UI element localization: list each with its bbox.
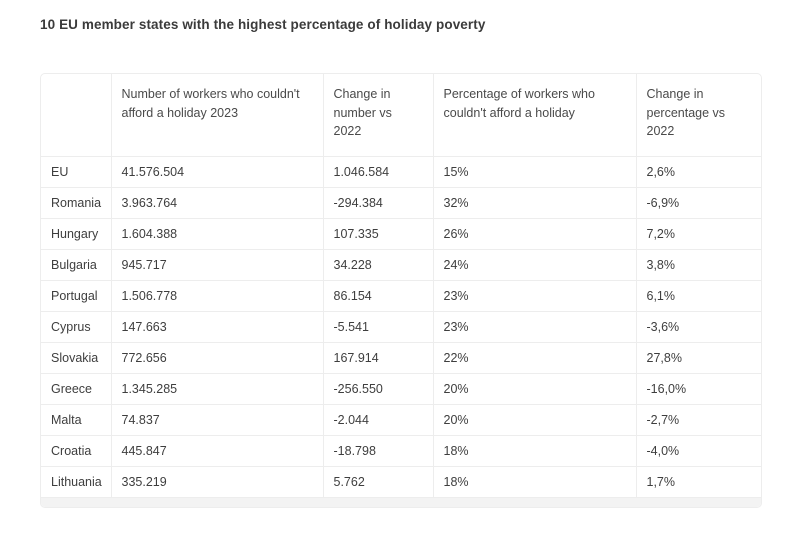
table-cell: -2.044 [323,404,434,436]
row-label-cell: Cyprus [41,311,112,343]
table-row: Croatia 445.847 -18.798 18% -4,0% [41,435,761,467]
table-cell: 1.604.388 [111,218,324,250]
table-cell: -6,9% [636,187,761,219]
table-cell: 15% [433,156,637,188]
table-header-row: Number of workers who couldn't afford a … [41,74,761,157]
holiday-poverty-table: Number of workers who couldn't afford a … [41,74,761,498]
table-header: Number of workers who couldn't afford a … [41,74,761,157]
column-header: Percentage of workers who couldn't affor… [433,74,637,157]
row-label-cell: Hungary [41,218,112,250]
table-row: Malta 74.837 -2.044 20% -2,7% [41,404,761,436]
table-cell: 74.837 [111,404,324,436]
table-cell: -294.384 [323,187,434,219]
table-cell: 7,2% [636,218,761,250]
table-cell: 167.914 [323,342,434,374]
table-cell: 20% [433,404,637,436]
row-label-cell: Lithuania [41,466,112,498]
table-row: Portugal 1.506.778 86.154 23% 6,1% [41,280,761,312]
row-label-cell: Portugal [41,280,112,312]
table-row: Slovakia 772.656 167.914 22% 27,8% [41,342,761,374]
table-cell: 27,8% [636,342,761,374]
table-cell: 1.345.285 [111,373,324,405]
table-cell: 445.847 [111,435,324,467]
column-header: Change in percentage vs 2022 [636,74,761,157]
table-row: Cyprus 147.663 -5.541 23% -3,6% [41,311,761,343]
table-row: Bulgaria 945.717 34.228 24% 3,8% [41,249,761,281]
chart-title: 10 EU member states with the highest per… [40,17,486,32]
table-cell: 5.762 [323,466,434,498]
table-cell: 86.154 [323,280,434,312]
table-cell: 26% [433,218,637,250]
table-row: Romania 3.963.764 -294.384 32% -6,9% [41,187,761,219]
table-cell: 34.228 [323,249,434,281]
table-cell: 23% [433,280,637,312]
table-cell: 2,6% [636,156,761,188]
table-cell: -16,0% [636,373,761,405]
table-cell: 23% [433,311,637,343]
table-cell: 1.046.584 [323,156,434,188]
table-cell: -3,6% [636,311,761,343]
row-label-cell: Slovakia [41,342,112,374]
table-cell: 41.576.504 [111,156,324,188]
table-cell: -5.541 [323,311,434,343]
table-row: Lithuania 335.219 5.762 18% 1,7% [41,466,761,498]
table-body: EU 41.576.504 1.046.584 15% 2,6% Romania 3.963… [41,156,761,498]
table-cell: -4,0% [636,435,761,467]
table-footer-strip [41,497,761,507]
table-cell: 18% [433,435,637,467]
table-cell: 945.717 [111,249,324,281]
row-label-cell: Croatia [41,435,112,467]
column-header: Number of workers who couldn't afford a … [111,74,324,157]
table-cell: -2,7% [636,404,761,436]
table-cell: 147.663 [111,311,324,343]
row-label-column-header [41,74,112,157]
table-row: EU 41.576.504 1.046.584 15% 2,6% [41,156,761,188]
row-label-cell: EU [41,156,112,188]
table-cell: 6,1% [636,280,761,312]
table-cell: -18.798 [323,435,434,467]
table-cell: 24% [433,249,637,281]
table-cell: 3.963.764 [111,187,324,219]
table-cell: 22% [433,342,637,374]
table-cell: 18% [433,466,637,498]
table-cell: 335.219 [111,466,324,498]
data-table-card: Number of workers who couldn't afford a … [40,73,762,508]
row-label-cell: Bulgaria [41,249,112,281]
row-label-cell: Malta [41,404,112,436]
column-header: Change in number vs 2022 [323,74,434,157]
table-cell: 20% [433,373,637,405]
table-cell: 772.656 [111,342,324,374]
page: 10 EU member states with the highest per… [40,17,762,508]
table-row: Hungary 1.604.388 107.335 26% 7,2% [41,218,761,250]
table-cell: -256.550 [323,373,434,405]
table-row: Greece 1.345.285 -256.550 20% -16,0% [41,373,761,405]
table-cell: 107.335 [323,218,434,250]
table-cell: 1,7% [636,466,761,498]
table-cell: 1.506.778 [111,280,324,312]
table-cell: 3,8% [636,249,761,281]
row-label-cell: Romania [41,187,112,219]
row-label-cell: Greece [41,373,112,405]
table-cell: 32% [433,187,637,219]
